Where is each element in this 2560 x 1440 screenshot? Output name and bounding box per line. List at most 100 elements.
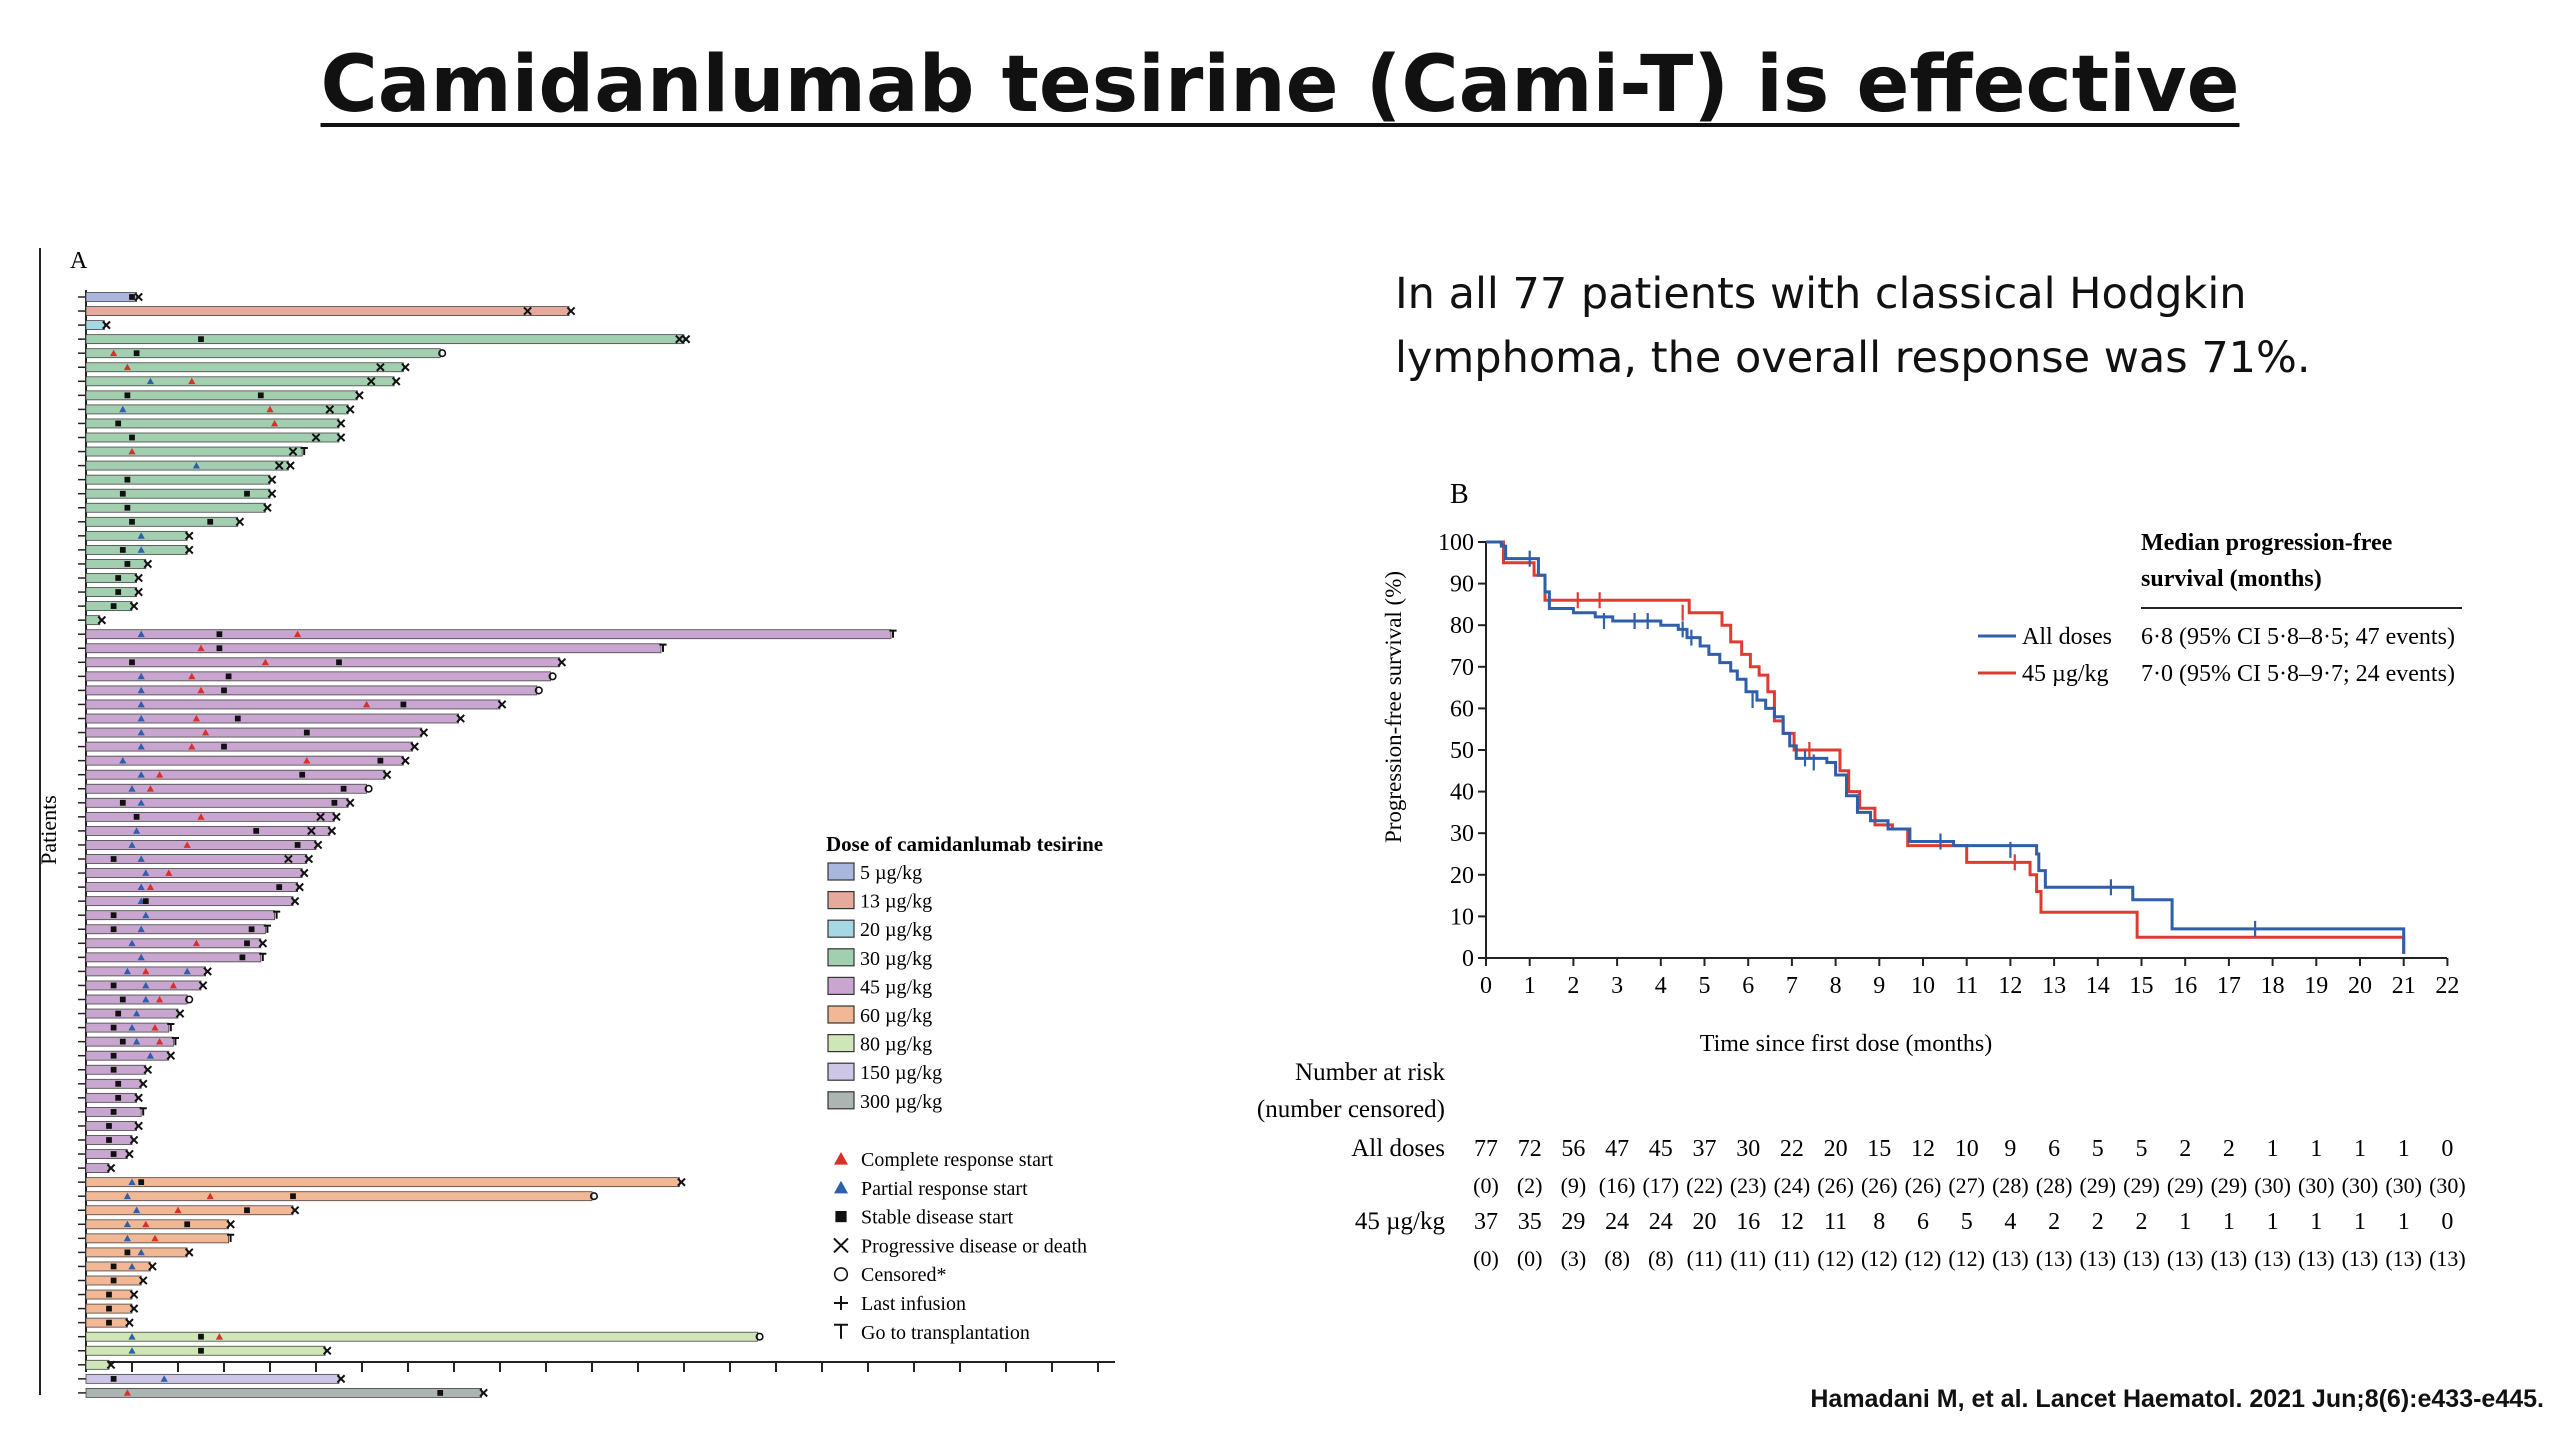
risk-censored-cell: (12) — [1905, 1246, 1942, 1271]
marker-label-inf: Last infusion — [861, 1293, 966, 1315]
event-marker-pr — [142, 869, 150, 876]
event-marker-pr — [128, 1262, 136, 1270]
event-marker-pr — [119, 757, 127, 764]
event-marker-sd — [216, 631, 223, 638]
patient-bar — [85, 432, 340, 443]
km-curves — [1486, 540, 2406, 954]
patient-bar — [85, 418, 340, 429]
risk-censored-cell: (27) — [1948, 1173, 1985, 1198]
event-marker-sd — [207, 518, 214, 525]
end-marker-pd — [332, 812, 341, 822]
end-marker-pd — [102, 320, 111, 330]
risk-at-risk-cell: 24 — [1649, 1209, 1673, 1235]
event-marker-sd — [377, 757, 384, 764]
event-marker-pr — [128, 841, 136, 848]
dose-swatch-d45 — [827, 976, 855, 996]
end-marker-tx — [263, 924, 271, 933]
event-marker-cr — [261, 658, 269, 666]
dose-label-d13: 13 µg/kg — [860, 891, 932, 913]
risk-censored-cell: (29) — [2079, 1173, 2116, 1198]
end-marker-pd — [290, 896, 300, 906]
event-marker-pr — [133, 827, 141, 834]
dose-label-d80: 80 µg/kg — [860, 1034, 932, 1056]
end-marker-tx — [659, 643, 667, 652]
dose-swatch-d30 — [827, 948, 855, 967]
patient-bar — [85, 1191, 593, 1202]
patient-bar — [85, 938, 262, 949]
end-marker-pd — [681, 334, 691, 344]
risk-at-risk-cell: 30 — [1736, 1136, 1760, 1162]
marker-label-cr: Complete response start — [861, 1149, 1054, 1171]
km-x-tick-label: 6 — [1742, 973, 1754, 999]
event-marker-pr — [137, 771, 145, 778]
patient-bar — [85, 685, 538, 696]
risk-at-risk-cell: 37 — [1693, 1136, 1717, 1162]
event-marker-sd — [110, 856, 117, 862]
patient-bar — [85, 713, 460, 724]
end-marker-pd — [175, 1009, 185, 1018]
event-marker-sd — [124, 561, 131, 567]
swimmer-plot: A Patients Dose of camidanlumab tesirine… — [36, 248, 1115, 1398]
event-marker-pr — [137, 1248, 145, 1256]
end-marker-pd — [355, 391, 364, 400]
patient-bar — [85, 854, 308, 864]
event-marker-sd — [110, 912, 117, 919]
end-marker-pd — [267, 475, 277, 484]
panel-a-label: A — [70, 248, 88, 274]
event-marker-pd — [311, 433, 321, 442]
km-y-tick-label: 40 — [1450, 780, 1474, 806]
event-marker-pr — [137, 953, 145, 961]
risk-censored-cell: (11) — [1730, 1246, 1766, 1271]
km-x-tick-label: 15 — [2130, 973, 2154, 999]
risk-header-1: Number at risk — [1295, 1059, 1445, 1086]
risk-at-risk-cell: 45 — [1649, 1136, 1673, 1162]
event-marker-pd — [288, 447, 298, 456]
legend-symbol-pr — [834, 1180, 848, 1194]
end-marker-pd — [235, 517, 245, 527]
risk-censored-cell: (13) — [2123, 1246, 2160, 1271]
event-marker-pr — [123, 1220, 131, 1228]
patient-bar — [85, 587, 137, 597]
risk-censored-cell: (28) — [2036, 1173, 2073, 1198]
event-marker-pr — [133, 1009, 141, 1017]
event-marker-pr — [133, 1206, 141, 1214]
patient-bar — [85, 1177, 680, 1188]
event-marker-sd — [133, 813, 140, 820]
km-x-label: Time since first dose (months) — [1700, 1031, 1992, 1057]
event-marker-sd — [110, 1024, 117, 1031]
patient-bar — [85, 460, 289, 471]
patient-bar — [85, 671, 552, 682]
dose-label-d30: 30 µg/kg — [860, 948, 932, 970]
risk-at-risk-cell: 1 — [2310, 1209, 2322, 1235]
event-marker-sd — [110, 1277, 117, 1284]
legend-symbol-pd — [833, 1237, 849, 1254]
event-marker-sd — [124, 476, 131, 483]
end-marker-pd — [125, 1318, 134, 1327]
risk-at-risk-cell: 10 — [1955, 1136, 1979, 1162]
patient-bar — [85, 601, 133, 611]
event-marker-pr — [137, 714, 145, 722]
end-marker-pd — [313, 840, 323, 850]
end-marker-pd — [677, 1177, 686, 1187]
risk-censored-cell: (13) — [2211, 1246, 2248, 1271]
marker-label-tx: Go to transplantation — [861, 1322, 1030, 1344]
risk-censored-cell: (30) — [2254, 1173, 2291, 1198]
event-marker-cr — [294, 630, 302, 638]
dose-swatch-d300 — [827, 1091, 855, 1110]
patient-bar — [85, 952, 262, 963]
event-marker-pd — [274, 461, 284, 470]
marker-legend: Complete response start Partial response … — [833, 1149, 1087, 1344]
risk-at-risk-cell: 29 — [1561, 1209, 1585, 1235]
risk-at-risk-cell: 5 — [2092, 1136, 2104, 1162]
event-marker-pd — [366, 376, 376, 386]
legend-name-45: 45 µg/kg — [2022, 661, 2109, 687]
event-marker-cr — [110, 349, 118, 357]
end-marker-pd — [203, 967, 212, 976]
patient-bar — [85, 404, 349, 415]
risk-censored-cell: (2) — [1517, 1173, 1543, 1198]
patient-bar — [85, 1359, 110, 1370]
km-x-tick-label: 5 — [1699, 973, 1711, 999]
event-marker-sd — [119, 490, 126, 497]
dose-swatch-d60 — [827, 1005, 855, 1024]
